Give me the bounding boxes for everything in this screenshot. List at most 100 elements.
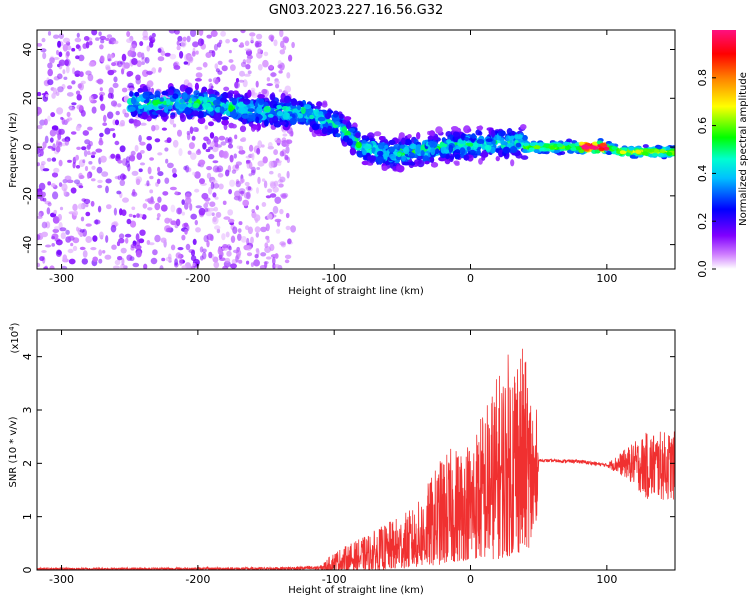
spectrogram-noise-cell <box>128 213 133 218</box>
spectrogram-noise-cell <box>66 92 74 97</box>
spectrogram-ridge-cell <box>321 126 328 135</box>
spectrogram-noise-cell <box>208 251 213 259</box>
spectrogram-noise-cell <box>83 149 88 157</box>
spectrogram-noise-cell <box>285 212 290 219</box>
spectrogram-ridge-cell <box>455 149 461 153</box>
spectrogram-noise-cell <box>169 53 177 60</box>
spectrogram-noise-cell <box>140 122 147 126</box>
spectrogram-ridge-cell <box>272 115 279 124</box>
spectrogram-ridge-cell <box>221 92 229 99</box>
spectrogram-noise-cell <box>230 64 236 71</box>
spectrogram-ridge-cell <box>221 119 229 126</box>
spectrogram-noise-cell <box>188 142 195 150</box>
spectrogram-noise-cell <box>239 125 247 133</box>
spectrogram-noise-cell <box>202 142 207 150</box>
snr-scale-prefix: (x10 <box>10 331 21 354</box>
spectrogram-noise-cell <box>73 210 78 216</box>
spectrogram-noise-cell <box>91 106 97 114</box>
spectrogram-noise-cell <box>109 128 115 132</box>
spectrogram-noise-cell <box>234 81 240 89</box>
spectrogram-noise-cell <box>85 203 89 208</box>
spectrogram-noise-cell <box>253 214 261 222</box>
spectrogram-ridge-cell <box>207 106 214 112</box>
spectrogram-noise-cell <box>277 179 284 184</box>
spectrogram-noise-cell <box>55 239 63 246</box>
spectrogram-ridge-cell <box>137 105 144 110</box>
spectrogram-noise-cell <box>250 262 254 267</box>
spectrogram-noise-cell <box>95 37 100 41</box>
spectrogram-noise-cell <box>146 70 153 75</box>
spectrogram-ridge-cell <box>529 142 536 147</box>
spectrogram-noise-cell <box>37 234 41 241</box>
spectrogram-noise-cell <box>74 73 80 78</box>
spectrogram-ridge-cell <box>583 145 590 150</box>
spectrogram-noise-cell <box>266 213 273 220</box>
spectrogram-noise-cell <box>172 173 178 178</box>
spectrogram-noise-cell <box>131 40 138 49</box>
spectrogram-ridge-cell <box>154 90 161 99</box>
spectrogram-noise-cell <box>197 38 204 47</box>
spectrogram-noise-cell <box>117 175 122 181</box>
spectrogram-noise-cell <box>81 146 87 151</box>
spectrogram-noise-cell <box>286 139 293 144</box>
spectrogram-ridge-cell <box>318 111 324 116</box>
spectrogram-noise-cell <box>47 115 51 122</box>
spectrogram-ridge-cell <box>229 110 238 118</box>
spectrogram-noise-cell <box>98 258 103 264</box>
spectrogram-ridge-cell <box>642 151 649 156</box>
spectrogram-noise-cell <box>195 149 202 155</box>
spectrogram-noise-cell <box>83 198 91 204</box>
spectrogram-noise-cell <box>274 253 279 259</box>
spectrogram-noise-cell <box>111 62 117 67</box>
spectrogram-noise-cell <box>244 40 250 47</box>
spectrogram-ridge-cell <box>656 145 663 150</box>
spectrogram-noise-cell <box>210 85 214 89</box>
x-tick-label: -100 <box>322 573 347 586</box>
spectrogram-noise-cell <box>135 250 142 258</box>
spectrogram-noise-cell <box>99 231 104 239</box>
spectrogram-noise-cell <box>275 139 282 143</box>
spectrogram-noise-cell <box>246 159 251 163</box>
spectrogram-noise-cell <box>157 48 162 53</box>
y-tick-label: 1 <box>21 513 34 520</box>
spectrogram-noise-cell <box>87 150 91 156</box>
spectrogram-noise-cell <box>268 34 275 41</box>
spectrogram-noise-cell <box>177 129 182 137</box>
spectrogram-ridge-cell <box>466 146 471 151</box>
spectrogram-noise-cell <box>244 181 250 187</box>
spectrogram-noise-cell <box>75 55 80 60</box>
spectrogram-ridge-cell <box>278 121 287 126</box>
spectrogram-ridge-cell <box>599 142 606 147</box>
spectrogram-noise-cell <box>227 138 232 143</box>
spectrogram-noise-cell <box>238 149 246 155</box>
spectrogram-noise-cell <box>85 236 92 243</box>
spectrogram-noise-cell <box>37 142 40 147</box>
spectrogram-noise-cell <box>116 241 121 247</box>
spectrogram-noise-cell <box>75 165 81 169</box>
spectrogram-ridge-cell <box>594 149 601 154</box>
spectrogram-noise-cell <box>169 186 177 191</box>
spectrogram-ridge-cell <box>137 88 144 93</box>
spectrogram-noise-cell <box>261 178 266 182</box>
spectrogram-noise-cell <box>91 178 96 182</box>
spectrogram-cells <box>37 30 675 269</box>
spectrogram-noise-cell <box>37 91 42 97</box>
spectrogram-ridge-cell <box>349 147 356 156</box>
spectrogram-noise-cell <box>289 131 294 137</box>
spectrogram-noise-cell <box>98 31 102 37</box>
spectrogram-noise-cell <box>246 252 253 257</box>
spectrogram-ridge-cell <box>396 165 405 173</box>
spectrogram-noise-cell <box>173 65 181 70</box>
spectrogram-noise-cell <box>149 157 155 161</box>
spectrogram-noise-cell <box>39 119 46 126</box>
spectrogram-ridge-cell <box>520 155 529 160</box>
spectrogram-noise-cell <box>282 133 288 137</box>
spectrogram-ridge-cell <box>309 114 315 120</box>
spectrogram-noise-cell <box>138 134 142 143</box>
spectrogram-noise-cell <box>228 189 233 195</box>
spectrogram-ridge-cell <box>159 97 165 102</box>
spectrogram-noise-cell <box>41 221 48 229</box>
spectrogram-ridge-cell <box>476 149 481 156</box>
spectrogram-noise-cell <box>269 243 275 252</box>
spectrogram-noise-cell <box>72 245 78 251</box>
